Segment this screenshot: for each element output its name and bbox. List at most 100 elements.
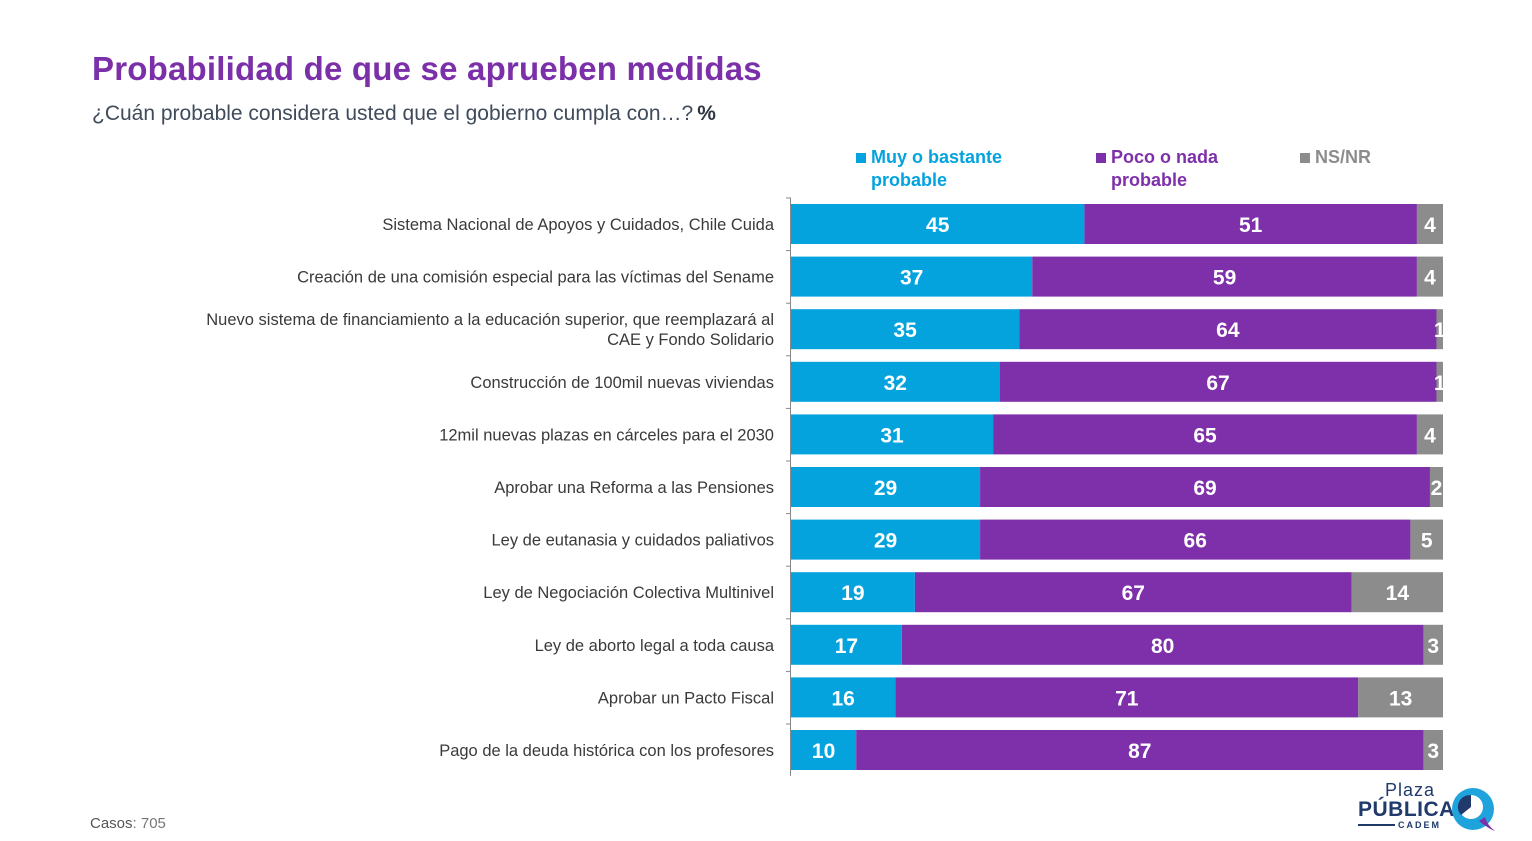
data-label: 67 <box>1206 372 1229 395</box>
bar-segment-muy-probable <box>791 519 981 560</box>
bar-segment-poco-probable <box>901 624 1424 665</box>
category-label: Ley de Negociación Colectiva Multinivel <box>483 584 774 602</box>
data-label: 67 <box>1122 582 1145 605</box>
legend-swatch-nsnr <box>1300 153 1310 163</box>
data-label: 87 <box>1128 740 1151 763</box>
bar-segment-muy-probable <box>791 309 1020 350</box>
casos-label: Casos <box>90 815 133 832</box>
category-label: Aprobar un Pacto Fiscal <box>598 689 774 707</box>
bar-segment-poco-probable <box>1084 204 1417 244</box>
category-label-line: Aprobar una Reforma a las Pensiones <box>494 479 774 497</box>
data-label: 71 <box>1115 687 1139 710</box>
bar-segment-muy-probable <box>791 730 857 770</box>
bar-segment-poco-probable <box>895 677 1359 718</box>
bar-segment-poco-probable <box>1032 256 1417 297</box>
category-label-line: Ley de Negociación Colectiva Multinivel <box>483 584 774 602</box>
plaza-publica-logo: Plaza PÚBLICA CADEM <box>1350 780 1500 835</box>
bar-segment-nsnr <box>1423 624 1443 665</box>
bar-segment-nsnr <box>1416 204 1443 244</box>
legend-item-poco-probable: Poco o nada probable <box>1096 146 1261 192</box>
category-label-line: 12mil nuevas plazas en cárceles para el … <box>439 426 774 444</box>
data-label: 16 <box>831 687 854 710</box>
category-label: Nuevo sistema de financiamiento a la edu… <box>206 311 774 349</box>
bar-segment-muy-probable <box>791 204 1085 244</box>
data-label: 1 <box>1434 319 1446 342</box>
bar-segment-poco-probable <box>980 467 1430 507</box>
bar-segment-muy-probable <box>791 361 1000 402</box>
category-label-line: Creación de una comisión especial para l… <box>297 269 774 287</box>
data-label: 13 <box>1389 687 1412 710</box>
sample-size-note: Casos: 705 <box>90 815 166 832</box>
data-label: 65 <box>1193 424 1217 447</box>
data-label: 4 <box>1424 214 1436 237</box>
logo-text-plaza: Plaza <box>1385 780 1436 800</box>
bar-segment-muy-probable <box>791 414 994 455</box>
category-label: Pago de la deuda histórica con los profe… <box>439 742 774 760</box>
casos-value: : 705 <box>132 815 166 832</box>
data-label: 3 <box>1427 740 1439 763</box>
data-label: 3 <box>1427 635 1439 658</box>
category-label-line: Sistema Nacional de Apoyos y Cuidados, C… <box>382 216 774 234</box>
bar-segment-muy-probable <box>791 467 981 507</box>
bar-segment-poco-probable <box>993 414 1417 455</box>
category-label-line: Construcción de 100mil nuevas viviendas <box>470 374 774 392</box>
bar-segment-poco-probable <box>980 519 1411 560</box>
category-label-line: Ley de eutanasia y cuidados paliativos <box>491 532 774 550</box>
bar-segment-nsnr <box>1410 519 1443 560</box>
data-label: 17 <box>835 635 858 658</box>
bar-segment-nsnr <box>1351 572 1443 613</box>
category-label: Creación de una comisión especial para l… <box>297 269 774 287</box>
category-label: Construcción de 100mil nuevas viviendas <box>470 374 774 392</box>
bar-segment-poco-probable <box>1019 309 1437 350</box>
logo-mark-icon <box>1452 788 1495 831</box>
data-label: 1 <box>1434 372 1446 395</box>
category-label-line: Ley de aborto legal a toda causa <box>535 637 775 655</box>
logo-underline <box>1358 824 1395 826</box>
category-label: Ley de eutanasia y cuidados paliativos <box>491 532 774 550</box>
category-label-line: Pago de la deuda histórica con los profe… <box>439 742 774 760</box>
data-label: 45 <box>926 214 950 237</box>
data-label: 29 <box>874 530 897 553</box>
bar-segment-muy-probable <box>791 624 902 665</box>
bar-segment-muy-probable <box>791 256 1033 297</box>
chart-title: Probabilidad de que se aprueben medidas <box>92 50 762 87</box>
logo-text-cadem: CADEM <box>1398 820 1441 830</box>
category-label-line: Aprobar un Pacto Fiscal <box>598 689 774 707</box>
data-label: 29 <box>874 477 897 500</box>
legend-label-muy-probable: Muy o bastante probable <box>871 147 1003 190</box>
bar-segment-muy-probable <box>791 572 915 613</box>
category-label-line: Nuevo sistema de financiamiento a la edu… <box>206 311 774 329</box>
data-label: 51 <box>1239 214 1263 237</box>
data-label: 14 <box>1386 582 1410 605</box>
subtitle-text: ¿Cuán probable considera usted que el go… <box>92 102 694 125</box>
bar-segment-poco-probable <box>999 361 1437 402</box>
category-label: Aprobar una Reforma a las Pensiones <box>494 479 774 497</box>
data-label: 37 <box>900 267 923 290</box>
data-label: 10 <box>812 740 835 763</box>
category-label: Ley de aborto legal a toda causa <box>535 637 775 655</box>
bar-segment-poco-probable <box>856 730 1424 770</box>
legend-label-nsnr: NS/NR <box>1315 147 1372 167</box>
data-label: 31 <box>880 424 904 447</box>
data-label: 66 <box>1184 530 1207 553</box>
bar-segment-nsnr <box>1416 414 1443 455</box>
data-label: 4 <box>1424 424 1436 447</box>
data-label: 69 <box>1193 477 1216 500</box>
legend-swatch-muy-probable <box>856 153 866 163</box>
chart-subtitle: ¿Cuán probable considera usted que el go… <box>92 102 716 126</box>
data-label: 64 <box>1216 319 1240 342</box>
legend-swatch-poco-probable <box>1096 153 1106 163</box>
category-label-line: CAE y Fondo Solidario <box>607 331 774 349</box>
bar-segment-nsnr <box>1358 677 1443 718</box>
data-label: 2 <box>1431 477 1443 500</box>
bar-segment-poco-probable <box>914 572 1352 613</box>
data-label: 80 <box>1151 635 1174 658</box>
data-label: 5 <box>1421 530 1433 553</box>
data-label: 59 <box>1213 267 1236 290</box>
data-label: 4 <box>1424 267 1436 290</box>
bar-segment-nsnr <box>1436 309 1443 350</box>
data-label: 32 <box>884 372 907 395</box>
bar-segment-nsnr <box>1423 730 1443 770</box>
logo-text-publica: PÚBLICA <box>1358 798 1455 821</box>
